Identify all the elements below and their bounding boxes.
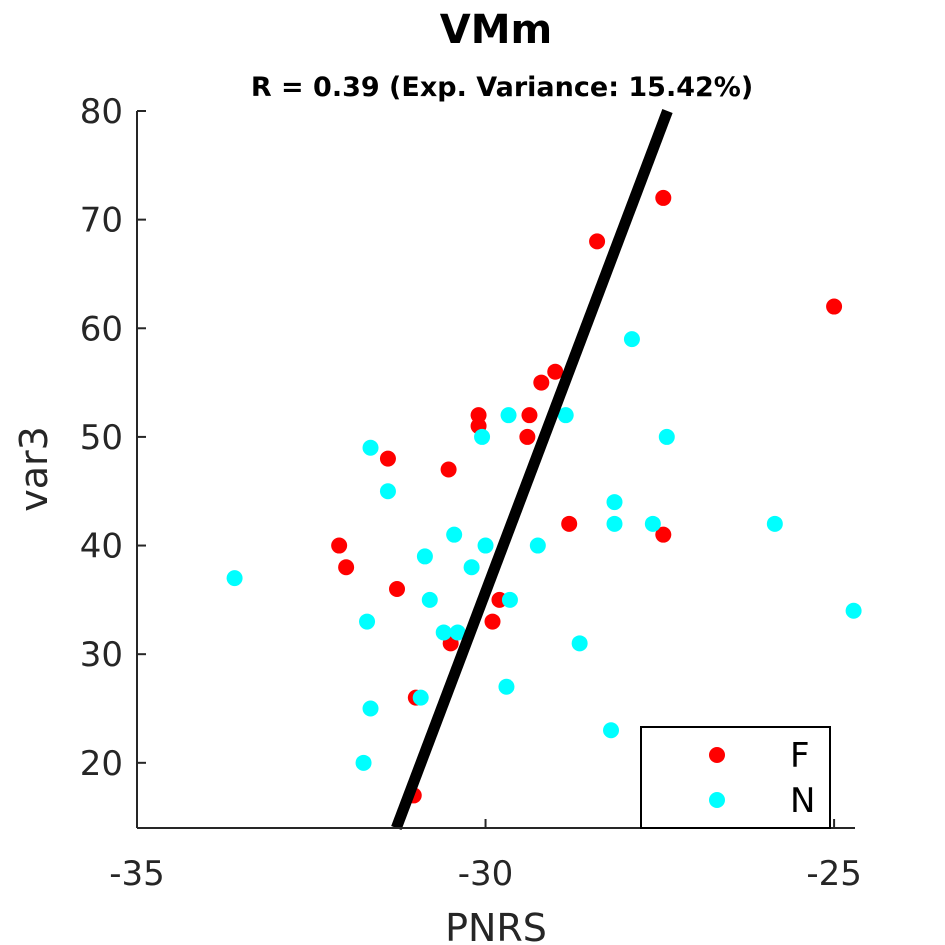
y-axis-label: var3 bbox=[12, 426, 56, 512]
legend: FN bbox=[640, 726, 831, 829]
plot-area: 20 30 40 50 60 70 80 -35 -30 -25 bbox=[80, 92, 862, 894]
point-n-20 bbox=[571, 635, 588, 652]
point-n-11 bbox=[449, 624, 466, 641]
point-n-9 bbox=[435, 624, 452, 641]
point-n-26 bbox=[658, 428, 675, 445]
legend-label-f: F bbox=[790, 736, 810, 776]
point-n-15 bbox=[500, 407, 517, 424]
point-n-22 bbox=[606, 494, 623, 511]
point-n-0 bbox=[226, 570, 243, 587]
legend-label-n: N bbox=[790, 781, 815, 821]
axes: 20 30 40 50 60 70 80 -35 -30 -25 bbox=[80, 92, 862, 894]
point-f-14 bbox=[533, 374, 550, 391]
point-n-10 bbox=[446, 526, 463, 543]
point-n-6 bbox=[416, 548, 433, 565]
regression-line bbox=[391, 109, 673, 830]
data-points bbox=[226, 189, 862, 804]
legend-marker-f bbox=[709, 747, 725, 763]
point-f-18 bbox=[655, 189, 672, 206]
point-f-6 bbox=[440, 461, 457, 478]
point-n-2 bbox=[362, 439, 379, 456]
point-n-4 bbox=[355, 754, 372, 771]
x-tick-label-0: -35 bbox=[109, 854, 165, 894]
point-f-10 bbox=[484, 613, 501, 630]
point-n-24 bbox=[623, 331, 640, 348]
x-axis-label: PNRS bbox=[445, 906, 547, 945]
point-n-13 bbox=[477, 537, 494, 554]
point-f-20 bbox=[826, 298, 843, 315]
y-tick-label-2: 40 bbox=[80, 527, 123, 567]
point-n-27 bbox=[766, 515, 783, 532]
point-n-17 bbox=[498, 678, 515, 695]
y-tick-label-6: 80 bbox=[80, 92, 123, 132]
legend-marker-n bbox=[709, 792, 725, 808]
point-f-12 bbox=[521, 407, 538, 424]
point-f-0 bbox=[331, 537, 348, 554]
x-tick-label-1: -30 bbox=[458, 854, 514, 894]
point-f-2 bbox=[379, 450, 396, 467]
y-tick-label-1: 30 bbox=[80, 635, 123, 675]
point-n-8 bbox=[412, 689, 429, 706]
point-n-1 bbox=[359, 613, 376, 630]
point-n-5 bbox=[379, 483, 396, 500]
y-tick-label-3: 50 bbox=[80, 418, 123, 458]
chart-title: VMm bbox=[440, 7, 552, 53]
point-f-16 bbox=[561, 515, 578, 532]
point-f-13 bbox=[519, 428, 536, 445]
y-tick-label-0: 20 bbox=[80, 744, 123, 784]
point-n-18 bbox=[529, 537, 546, 554]
y-tick-label-5: 70 bbox=[80, 201, 123, 241]
point-n-21 bbox=[603, 722, 620, 739]
point-f-3 bbox=[389, 581, 406, 597]
point-n-28 bbox=[845, 602, 862, 619]
point-f-17 bbox=[589, 233, 606, 250]
point-n-19 bbox=[557, 407, 574, 424]
point-n-23 bbox=[606, 515, 623, 532]
point-f-19 bbox=[655, 526, 672, 543]
x-tick-label-2: -25 bbox=[806, 854, 862, 894]
legend-box bbox=[640, 726, 831, 829]
chart-subtitle: R = 0.39 (Exp. Variance: 15.42%) bbox=[251, 72, 753, 103]
point-n-14 bbox=[474, 428, 491, 445]
point-n-7 bbox=[421, 591, 438, 608]
point-f-1 bbox=[338, 559, 355, 576]
fit-line-group bbox=[391, 109, 673, 830]
point-n-3 bbox=[362, 700, 379, 717]
point-n-16 bbox=[501, 591, 518, 608]
y-tick-label-4: 60 bbox=[80, 309, 123, 349]
point-n-25 bbox=[644, 515, 661, 532]
point-f-15 bbox=[547, 363, 564, 380]
point-n-12 bbox=[463, 559, 480, 576]
